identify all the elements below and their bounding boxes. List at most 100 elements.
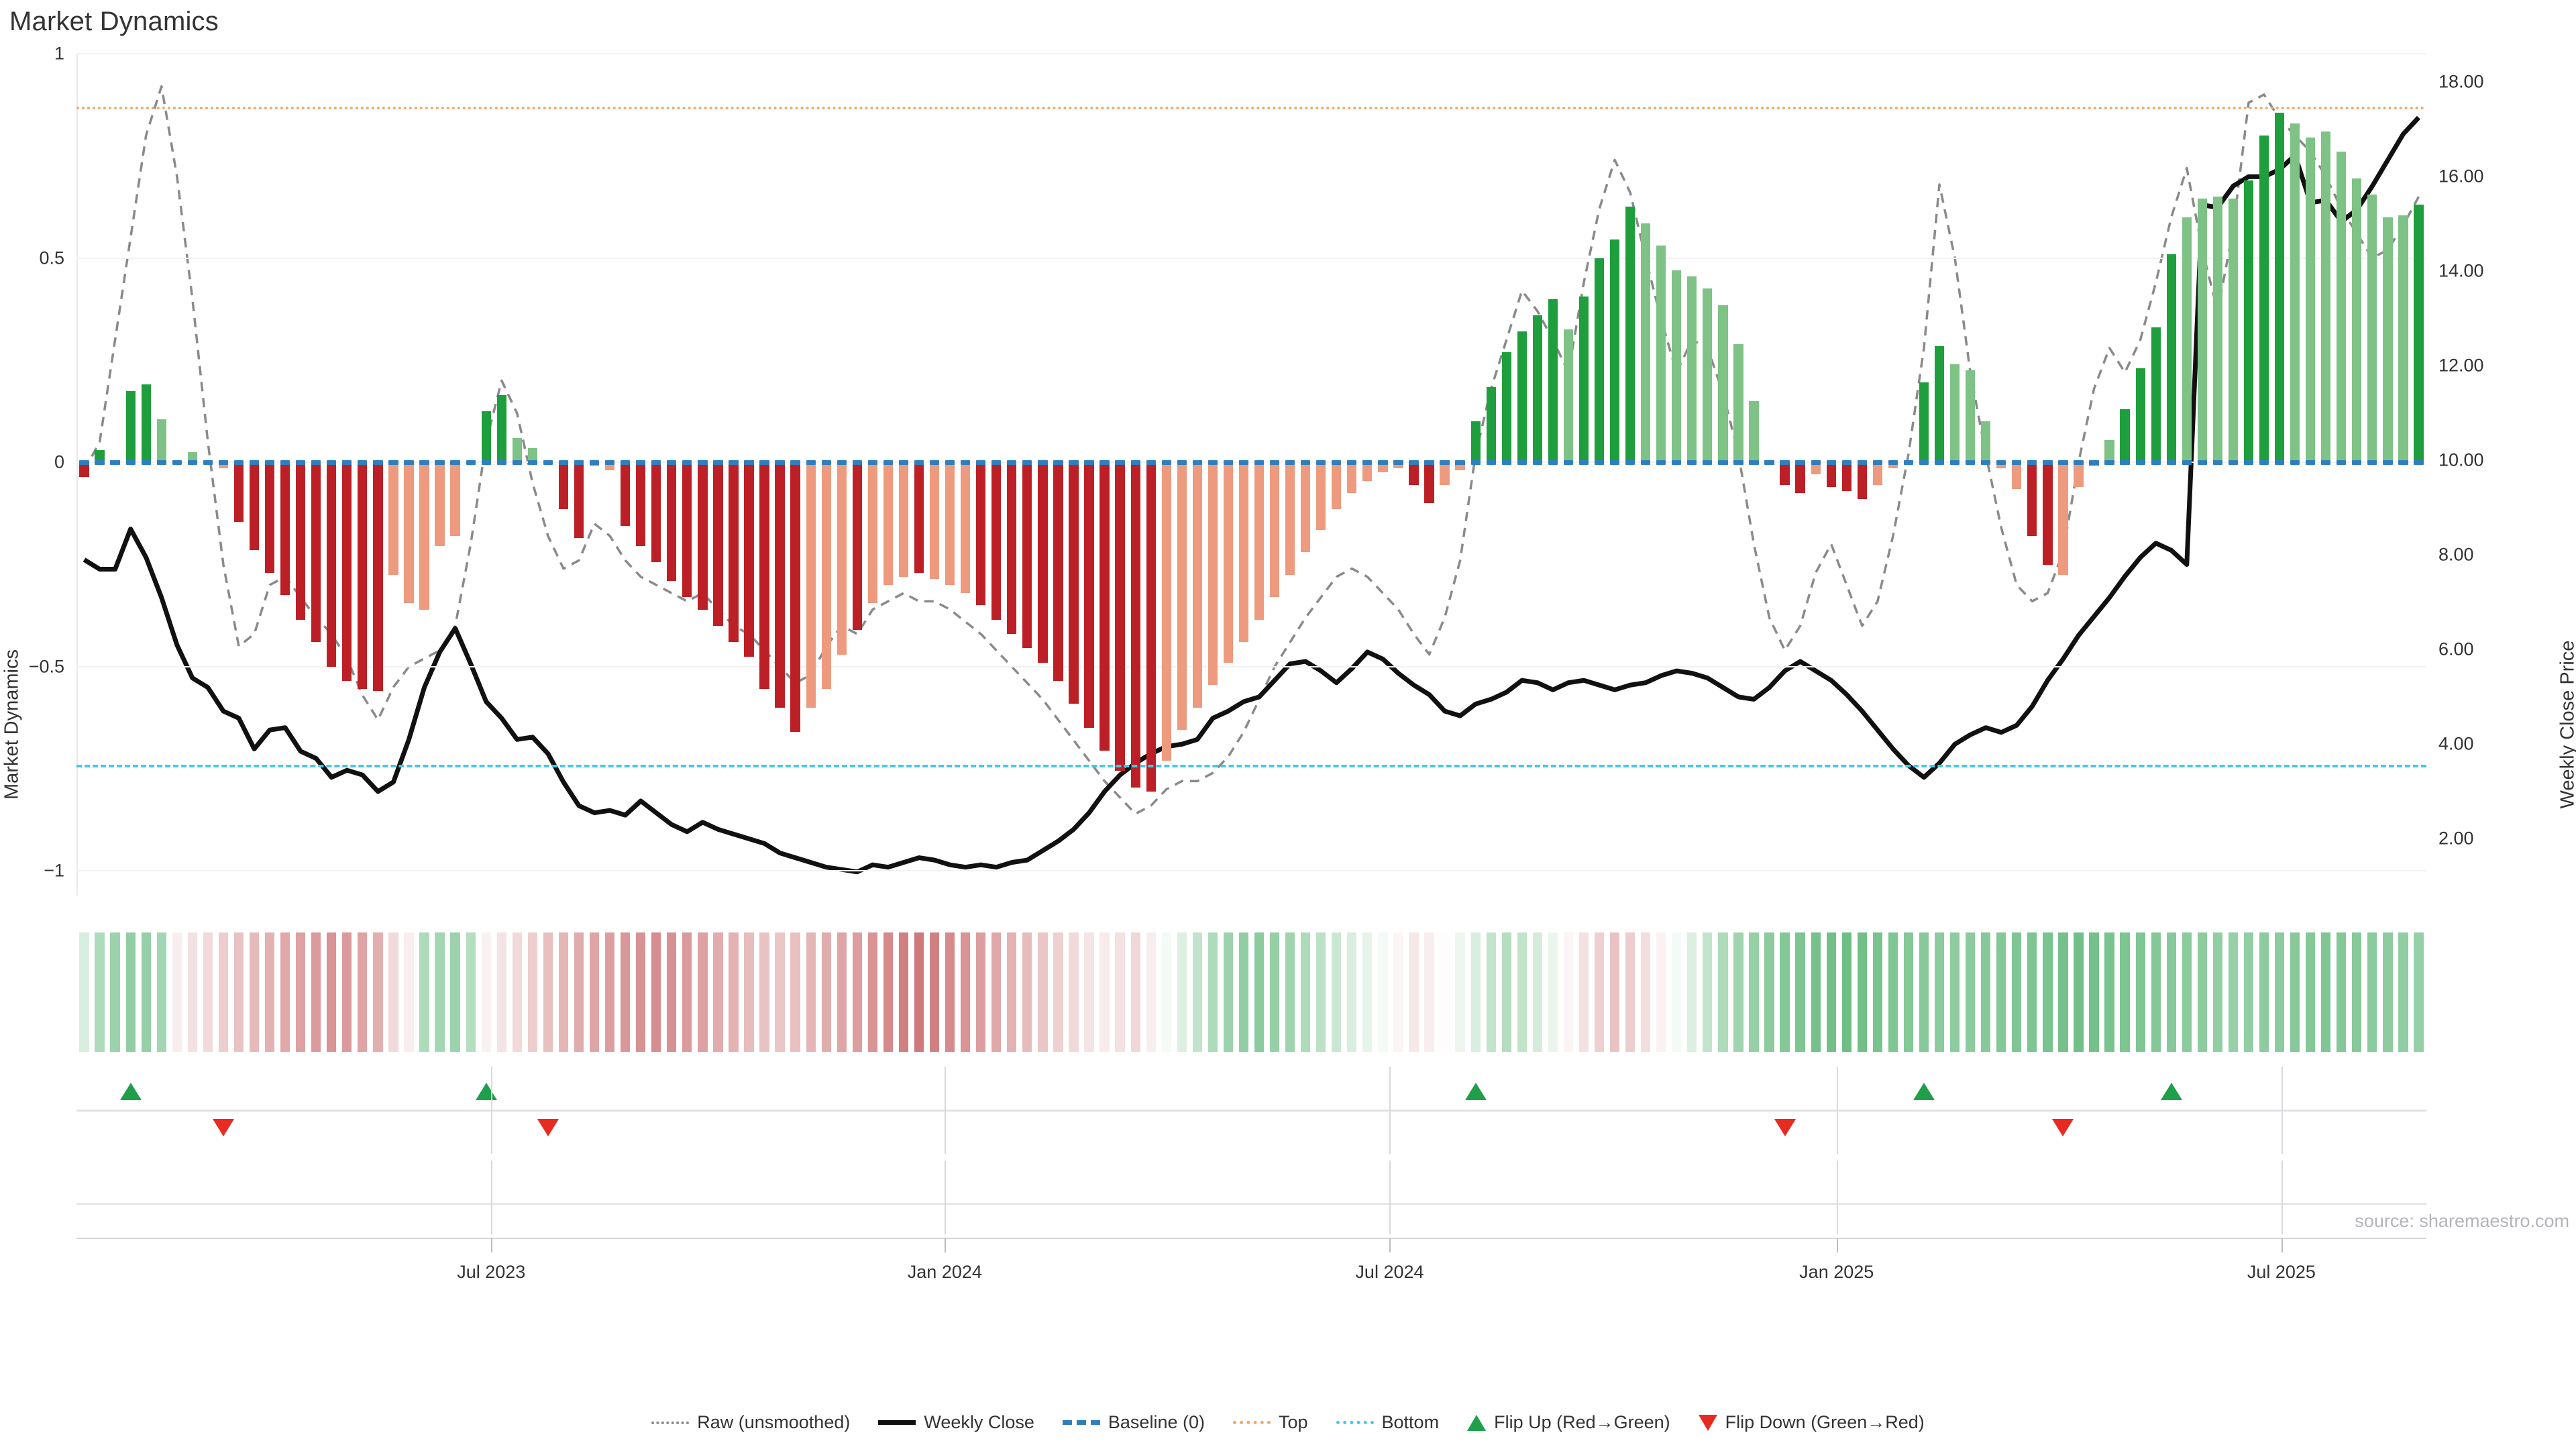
market-dynamics-bar (744, 462, 754, 657)
heat-strip-cell (651, 932, 661, 1052)
heat-strip-cell (574, 932, 584, 1052)
market-dynamics-bar (1177, 462, 1187, 731)
market-dynamics-bar (450, 462, 460, 536)
market-dynamics-bar (1672, 270, 1682, 463)
heat-strip-cell (2337, 932, 2347, 1052)
heat-strip-cell (1888, 932, 1898, 1052)
chart-legend: Raw (unsmoothed) Weekly Close Baseline (0)… (0, 1412, 2576, 1433)
flip-down-triangle-icon[interactable] (1774, 1119, 1796, 1136)
baseline-segment (1362, 460, 1373, 466)
market-dynamics-bar (1733, 343, 1743, 463)
heat-strip-cell (1347, 932, 1357, 1052)
market-dynamics-bar (2243, 180, 2254, 463)
baseline-segment (604, 460, 615, 466)
legend-item[interactable]: Baseline (0) (1062, 1412, 1205, 1433)
baseline-segment (698, 460, 708, 466)
heat-strip-cell (2398, 932, 2408, 1052)
heat-strip-cell (1285, 932, 1295, 1052)
baseline-segment (264, 460, 275, 466)
heat-strip-cell (2104, 932, 2114, 1052)
market-dynamics-bar (296, 462, 306, 620)
baseline-segment (280, 460, 290, 466)
market-dynamics-bar (2290, 123, 2300, 463)
heat-strip-cell (1238, 932, 1249, 1052)
flip-down-triangle-icon[interactable] (537, 1119, 559, 1136)
heat-strip-cell (1656, 932, 1666, 1052)
heat-strip-cell (496, 932, 506, 1052)
market-dynamics-bar (1841, 462, 1851, 491)
baseline-segment (1409, 460, 1419, 466)
heat-strip-cell (373, 932, 383, 1052)
market-dynamics-bar (1641, 223, 1651, 463)
baseline-segment (1130, 460, 1140, 466)
heat-strip-cell (1578, 932, 1589, 1052)
heat-strip-cell (1146, 932, 1156, 1052)
heat-strip-cell (759, 932, 769, 1052)
heat-strip-cell (1208, 932, 1218, 1052)
legend-item[interactable]: Top (1232, 1412, 1308, 1433)
heat-strip-cell (342, 932, 352, 1052)
legend-label: Flip Up (Red→Green) (1494, 1412, 1670, 1432)
baseline-segment (1238, 460, 1249, 466)
flip-down-triangle-icon[interactable] (212, 1119, 234, 1136)
raw-unsmoothed-line (83, 85, 2420, 815)
heat-strip-cell (543, 932, 553, 1052)
heat-strip-cell (110, 932, 120, 1052)
x-axis: Jul 2023 Jan 2024 Jul 2024 Jan 2025 Jul 2025 (76, 1238, 2426, 1298)
market-dynamics-bar (1269, 462, 1280, 598)
market-dynamics-bar (976, 462, 986, 606)
baseline-segment (203, 460, 213, 466)
flip-up-triangle-icon[interactable] (475, 1083, 497, 1100)
market-dynamics-bar (1795, 462, 1805, 493)
legend-item[interactable]: Flip Up (Red→Green) (1467, 1412, 1670, 1433)
market-dynamics-bar (327, 462, 337, 667)
heat-strip-cell (466, 932, 476, 1052)
flip-marker-band (76, 1067, 2426, 1154)
heat-strip-cell (620, 932, 631, 1052)
market-dynamics-bar (1301, 462, 1311, 553)
market-dynamics-bar (2398, 215, 2408, 463)
legend-label: Baseline (0) (1108, 1412, 1205, 1432)
heat-strip-cell (1501, 932, 1511, 1052)
y-axis-tick-left: 1 (54, 43, 64, 64)
market-dynamics-bar (1378, 462, 1388, 473)
market-dynamics-bar (79, 462, 89, 477)
market-dynamics-bar (2012, 462, 2022, 489)
baseline-segment (1007, 460, 1017, 466)
heat-strip-cell (821, 932, 831, 1052)
baseline-segment (1625, 460, 1635, 466)
heat-strip-cell (2352, 932, 2362, 1052)
baseline-segment (867, 460, 877, 466)
market-dynamics-bar (698, 462, 708, 610)
baseline-segment (2135, 460, 2145, 466)
baseline-segment (1486, 460, 1496, 466)
legend-item[interactable]: Bottom (1336, 1412, 1439, 1433)
baseline-segment (2089, 460, 2099, 466)
flip-down-triangle-icon[interactable] (2052, 1119, 2074, 1136)
heat-strip-cell (2243, 932, 2254, 1052)
legend-item[interactable]: Flip Down (Green→Red) (1698, 1412, 1925, 1433)
baseline-segment (2027, 460, 2037, 466)
flip-band-vtick (945, 1067, 947, 1154)
market-dynamics-bar (1409, 462, 1419, 485)
baseline-segment (1254, 460, 1265, 466)
market-dynamics-bar (2321, 131, 2331, 463)
flip-up-triangle-icon[interactable] (2160, 1083, 2182, 1100)
market-dynamics-bar (1486, 386, 1496, 463)
market-dynamics-bar (636, 462, 646, 547)
dotted-cyan-line-icon (1336, 1421, 1374, 1424)
flip-up-triangle-icon[interactable] (119, 1083, 142, 1100)
green-up-triangle-icon (1467, 1414, 1487, 1431)
legend-item[interactable]: Raw (unsmoothed) (651, 1412, 850, 1433)
heat-strip-cell (2043, 932, 2053, 1052)
right-axis-label: Weekly Close Price (2557, 640, 2576, 809)
lower-block-vtick (1389, 1161, 1391, 1234)
heat-strip-cell (1362, 932, 1373, 1052)
legend-item[interactable]: Weekly Close (878, 1412, 1034, 1433)
flip-up-triangle-icon[interactable] (1913, 1083, 1935, 1100)
flip-up-triangle-icon[interactable] (1464, 1083, 1487, 1100)
baseline-segment (1780, 460, 1790, 466)
baseline-segment (1687, 460, 1697, 466)
baseline-segment (2414, 460, 2424, 466)
heat-strip-cell (1007, 932, 1017, 1052)
